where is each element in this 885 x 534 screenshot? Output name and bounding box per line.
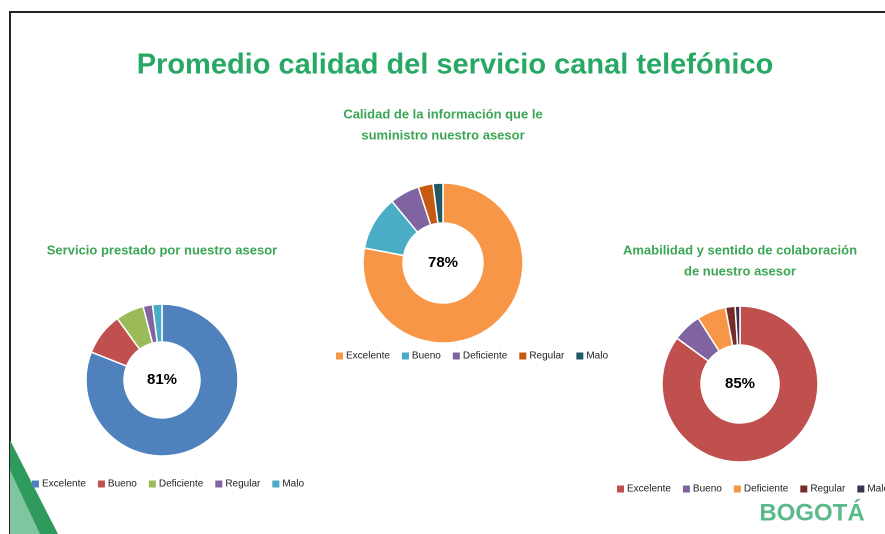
legend-swatch: [272, 480, 280, 488]
logo: BOGOTÁ: [759, 498, 864, 526]
legend-swatch: [519, 352, 527, 360]
legend-swatch: [97, 480, 105, 488]
legend-swatch: [336, 352, 343, 360]
legend-swatch: [32, 480, 39, 488]
legend-label: Bueno: [693, 484, 722, 495]
legend-swatch: [452, 352, 460, 360]
center-label: 81%: [147, 371, 177, 388]
chart-title: Calidad de la información que le: [343, 106, 542, 121]
legend-label: Excelente: [627, 484, 671, 495]
legend-label: Excelente: [346, 351, 390, 362]
center-label: 85%: [725, 375, 755, 392]
main-title: Promedio calidad del servicio canal tele…: [137, 49, 774, 81]
chart-title: suministro nuestro asesor: [361, 127, 524, 142]
legend-label: Regular: [529, 351, 565, 362]
legend-label: Regular: [810, 484, 846, 495]
chart-title: Servicio prestado por nuestro asesor: [47, 242, 277, 257]
legend-swatch: [682, 485, 690, 493]
legend-label: Bueno: [108, 479, 137, 490]
legend-swatch: [733, 485, 741, 493]
donut-segment: [661, 305, 819, 463]
legend-label: Malo: [282, 479, 304, 490]
legend-label: Malo: [586, 351, 608, 362]
donut-segment: [151, 303, 163, 344]
legend-label: Excelente: [42, 479, 86, 490]
legend-swatch: [215, 480, 223, 488]
legend-swatch: [857, 485, 865, 493]
legend-swatch: [148, 480, 156, 488]
legend-label: Regular: [225, 479, 261, 490]
slide-border: [9, 11, 885, 534]
corner-decoration: [10, 470, 40, 534]
legend-swatch: [617, 485, 624, 493]
center-label: 78%: [428, 254, 458, 271]
legend-swatch: [800, 485, 808, 493]
legend-label: Deficiente: [744, 484, 789, 495]
donut-segment: [734, 305, 741, 346]
chart-title: de nuestro asesor: [684, 263, 796, 278]
legend-label: Deficiente: [463, 351, 508, 362]
legend-label: Malo: [867, 484, 885, 495]
donut-segment: [362, 182, 524, 344]
donut-segment: [85, 303, 239, 457]
chart-title: Amabilidad y sentido de colaboración: [623, 242, 857, 257]
legend-swatch: [576, 352, 584, 360]
legend-label: Bueno: [412, 351, 441, 362]
donut-segment: [432, 182, 444, 225]
legend-swatch: [401, 352, 409, 360]
legend-label: Deficiente: [159, 479, 204, 490]
